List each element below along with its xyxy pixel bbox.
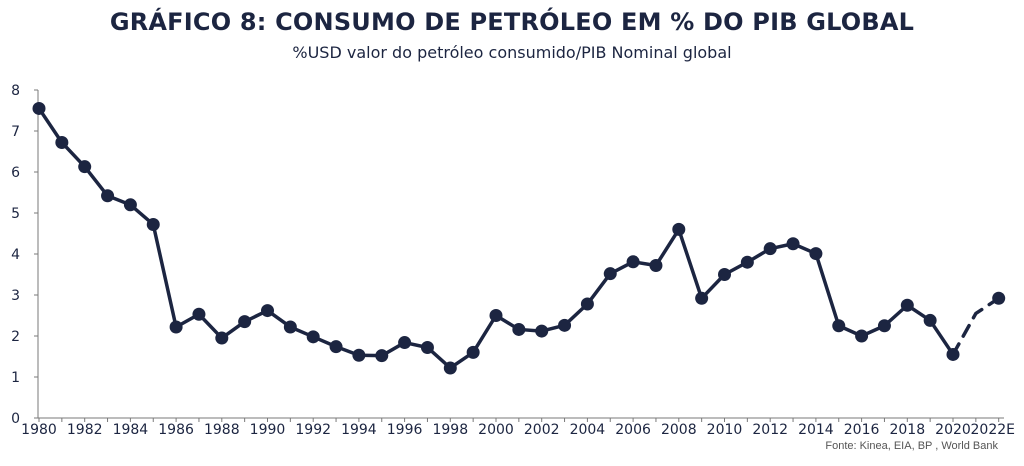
data-point <box>283 320 297 334</box>
data-point <box>375 349 389 363</box>
x-tick-label: 1984 <box>113 422 149 438</box>
x-tick-label: 2022E <box>971 422 1015 438</box>
data-point <box>740 255 754 269</box>
chart-title: GRÁFICO 8: CONSUMO DE PETRÓLEO EM % DO P… <box>109 8 915 36</box>
x-tick-label: 2010 <box>707 422 743 438</box>
data-point <box>786 237 800 251</box>
data-point <box>992 291 1006 305</box>
x-tick-label: 1986 <box>158 422 194 438</box>
data-point <box>855 329 869 343</box>
y-tick-label: 8 <box>11 83 20 99</box>
data-point <box>877 319 891 333</box>
data-point <box>489 309 503 322</box>
data-point <box>558 318 572 332</box>
x-tick-label: 1992 <box>295 422 331 438</box>
data-point <box>352 348 366 362</box>
data-point <box>603 267 617 281</box>
data-point <box>718 268 731 281</box>
data-point <box>512 322 526 336</box>
data-point <box>832 319 846 333</box>
chart-subtitle: %USD valor do petróleo consumido/PIB Nom… <box>292 43 732 62</box>
source-note: Fonte: Kinea, EIA, BP , World Bank <box>825 440 998 452</box>
x-tick-label: 1988 <box>204 422 240 438</box>
x-tick-label: 2000 <box>478 422 514 438</box>
y-tick-label: 6 <box>11 165 20 181</box>
data-point <box>535 324 549 338</box>
data-point <box>900 298 914 312</box>
data-point <box>695 291 709 305</box>
x-tick-label: 1982 <box>67 422 103 438</box>
y-tick-label: 3 <box>11 288 20 304</box>
y-tick-label: 5 <box>11 206 20 222</box>
data-point <box>420 340 434 354</box>
x-tick-label: 2004 <box>570 422 606 438</box>
data-point <box>443 361 457 375</box>
data-point <box>398 336 412 350</box>
y-tick-label: 7 <box>11 124 20 140</box>
data-point <box>672 222 686 236</box>
x-tick-label: 1996 <box>387 422 423 438</box>
x-tick-label: 1998 <box>432 422 468 438</box>
x-tick-label: 2016 <box>844 422 880 438</box>
data-point <box>329 340 343 354</box>
data-point <box>32 101 46 115</box>
data-point <box>192 307 206 321</box>
data-point <box>261 304 274 318</box>
x-tick-label: 2008 <box>661 422 697 438</box>
data-point <box>923 313 937 327</box>
data-point <box>626 255 640 269</box>
data-point <box>169 320 183 334</box>
data-point <box>55 135 69 149</box>
data-point <box>649 258 663 272</box>
x-tick-label: 2014 <box>798 422 834 438</box>
data-point <box>146 217 160 231</box>
data-point <box>580 297 594 311</box>
x-tick-label: 2006 <box>615 422 651 438</box>
series-projection-line <box>951 296 1001 357</box>
y-tick-label: 2 <box>11 329 20 345</box>
x-tick-label: 2002 <box>524 422 560 438</box>
x-tick-label: 2012 <box>752 422 788 438</box>
x-tick-label: 2018 <box>889 422 925 438</box>
data-point <box>306 330 320 344</box>
data-point <box>809 247 823 261</box>
x-tick-label: 2020 <box>935 422 971 438</box>
data-point <box>123 198 137 212</box>
y-tick-label: 0 <box>11 411 20 427</box>
y-tick-label: 1 <box>11 370 20 386</box>
data-point <box>238 315 252 329</box>
y-tick-label: 4 <box>11 247 20 263</box>
data-point <box>946 347 960 361</box>
data-point <box>78 160 92 174</box>
x-tick-label: 1980 <box>21 422 57 438</box>
x-tick-label: 1994 <box>341 422 377 438</box>
data-point <box>215 331 229 345</box>
data-point <box>466 345 480 359</box>
data-point <box>101 189 115 203</box>
x-tick-label: 1990 <box>250 422 286 438</box>
data-point <box>763 242 777 256</box>
